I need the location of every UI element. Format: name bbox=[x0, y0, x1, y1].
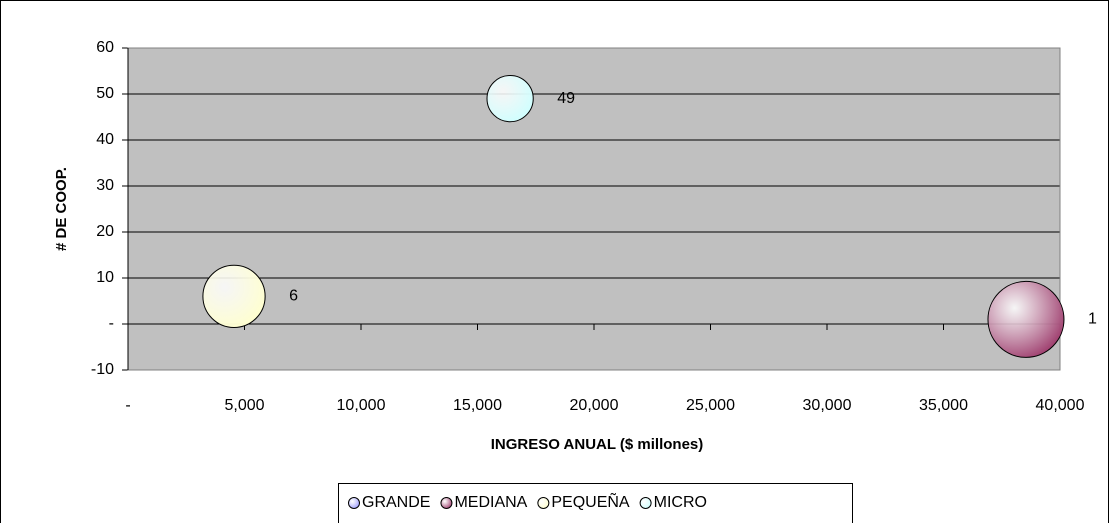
x-tick-label: 35,000 bbox=[919, 397, 968, 414]
x-tick-label: 15,000 bbox=[453, 397, 502, 414]
x-tick-label: 5,000 bbox=[224, 397, 264, 414]
y-tick-label: 50 bbox=[96, 85, 114, 102]
data-label: 1 bbox=[1088, 311, 1097, 328]
y-tick-label: -10 bbox=[91, 361, 114, 378]
legend-label: MICRO bbox=[654, 494, 707, 511]
y-tick-label: - bbox=[109, 315, 114, 332]
x-tick-label: 30,000 bbox=[803, 397, 852, 414]
bubble bbox=[202, 264, 266, 329]
legend-label: GRANDE bbox=[362, 494, 430, 511]
y-tick-label: 30 bbox=[96, 177, 114, 194]
legend-label: MEDIANA bbox=[454, 494, 527, 511]
x-tick-label: 10,000 bbox=[337, 397, 386, 414]
legend-marker bbox=[537, 497, 550, 509]
x-tick-label: - bbox=[125, 397, 130, 414]
data-label: 6 bbox=[289, 288, 298, 305]
y-axis-title: # DE COOP. bbox=[53, 167, 70, 251]
legend-marker bbox=[639, 497, 652, 509]
legend-box bbox=[338, 483, 853, 524]
y-tick-label: 10 bbox=[96, 269, 114, 286]
plot-area bbox=[128, 48, 1060, 370]
legend-label: PEQUEÑA bbox=[551, 491, 630, 511]
y-tick-label: 40 bbox=[96, 131, 114, 148]
legend-marker bbox=[440, 497, 453, 509]
x-tick-label: 40,000 bbox=[1036, 397, 1085, 414]
y-tick-label: 60 bbox=[96, 39, 114, 56]
bubble bbox=[987, 280, 1065, 358]
legend-marker bbox=[348, 497, 360, 509]
bubble bbox=[486, 74, 534, 123]
y-tick-label: 20 bbox=[96, 223, 114, 240]
x-tick-label: 25,000 bbox=[686, 397, 735, 414]
data-label: 49 bbox=[557, 90, 575, 107]
x-axis-title: INGRESO ANUAL ($ millones) bbox=[491, 436, 704, 453]
x-tick-label: 20,000 bbox=[570, 397, 619, 414]
